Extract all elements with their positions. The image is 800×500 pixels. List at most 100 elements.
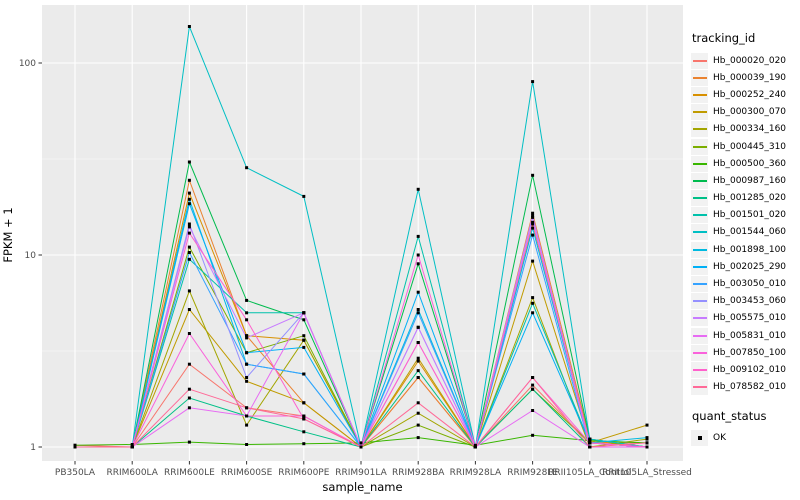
legend-entry: Hb_000039_190 [691,69,799,86]
data-point [302,338,306,342]
data-point [245,443,249,446]
data-point [187,251,191,254]
data-point [187,160,191,164]
data-point [416,308,420,311]
legend-entry: Hb_007850_100 [691,344,799,361]
legend-entry: Hb_005575_010 [691,310,799,327]
data-point [416,311,420,315]
data-point [187,406,191,410]
data-point [245,298,249,302]
data-point [245,351,249,355]
legend-key [691,293,708,310]
data-point [416,262,420,266]
data-point [531,222,535,226]
data-point [187,178,191,182]
legend-quant-status: quant_status OK [691,409,799,447]
legend-key [691,379,708,396]
data-point [130,443,134,446]
data-point [245,376,249,379]
svg-text:RRIM600PE: RRIM600PE [278,468,330,478]
data-point [531,233,535,237]
data-point [531,173,535,177]
data-point [416,359,420,363]
x-tick-labels: PB350LA RRIM600LA RRIM600LE RRIM600SE RRIM60… [55,468,692,478]
legend-line-swatch [692,368,707,371]
data-point [73,443,77,447]
legend-label: Hb_009102_010 [713,364,787,375]
legend-entry: Hb_000020_020 [691,52,799,69]
legend-key [691,104,708,121]
data-point [187,362,191,366]
svg-text:PB350LA: PB350LA [55,468,96,478]
legend-line-swatch [692,231,707,234]
data-point [416,423,420,427]
svg-text:1: 1 [30,443,36,453]
data-point [245,166,249,170]
data-point [302,442,306,446]
data-point [645,445,649,449]
legend-label: Hb_005831_010 [713,330,787,341]
data-point [245,334,249,338]
legend-entry: Hb_001501_020 [691,207,799,224]
data-point [302,372,306,376]
data-point [531,433,535,437]
data-point [187,332,191,335]
data-point [187,440,191,444]
legend-line-swatch [692,300,707,303]
data-point [531,376,535,379]
panel-background [42,5,683,461]
data-point [187,222,191,226]
data-point [187,25,191,28]
svg-text:10: 10 [25,251,37,261]
svg-text:RRIM600LE: RRIM600LE [164,468,215,478]
legend-line-swatch [692,111,707,114]
legend-line-swatch [692,93,707,96]
legend-label: Hb_001285_020 [713,193,787,204]
legend-label: Hb_000020_020 [713,55,787,66]
data-point [416,253,420,257]
data-point [531,409,535,412]
legend-title-quant-status: quant_status [692,408,767,423]
legend-key [691,69,708,86]
data-point [416,436,420,440]
svg-text:RRII105LA_Control: RRII105LA_Control [548,468,631,478]
data-point [359,441,363,445]
legend-line-swatch [692,197,707,200]
data-point [645,436,649,440]
data-point [302,430,306,434]
data-point [187,387,191,391]
data-point [531,211,535,215]
data-point [416,369,420,373]
legend-entry-ok: OK [691,430,799,447]
legend-line-swatch [692,386,707,389]
legend-line-swatch [692,76,707,79]
legend-label: Hb_000039_190 [713,72,787,83]
legend-line-swatch [692,351,707,354]
legend-line-swatch [692,265,707,268]
data-point [302,194,306,198]
data-point [416,376,420,379]
data-point [416,187,420,191]
y-tick-labels: 1 10 100 [19,59,36,453]
legend-key [691,327,708,344]
data-point [187,245,191,249]
data-points [73,25,649,449]
legend-label: Hb_005575_010 [713,313,787,324]
legend-line-swatch [692,334,707,337]
data-point [588,445,592,449]
data-point [645,441,649,445]
legend-label: Hb_000300_070 [713,107,787,118]
data-point [531,259,535,263]
data-point [531,296,535,300]
legend-label: Hb_000987_160 [713,175,787,186]
data-point [187,191,191,195]
legend-label: Hb_000334_160 [713,124,787,135]
legend-label: Hb_007850_100 [713,347,787,358]
legend-entry: Hb_000500_360 [691,155,799,172]
data-point [245,362,249,366]
data-point [416,325,420,329]
data-point [187,202,191,206]
svg-text:RRIM928LE: RRIM928LE [507,468,558,478]
svg-text:RRIM600LA: RRIM600LA [106,468,158,478]
